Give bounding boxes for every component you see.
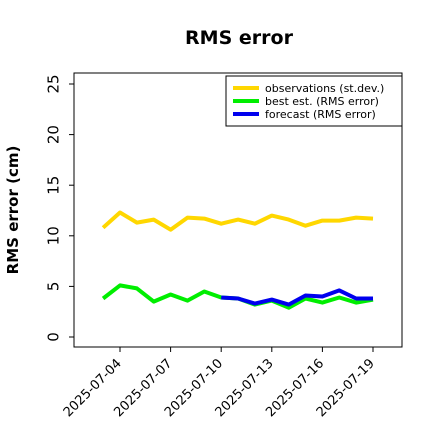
plot-area-frame: [73, 72, 403, 348]
series-line-1: [101, 210, 374, 232]
y-tick-label: 15: [44, 176, 62, 195]
legend-label: forecast (RMS error): [265, 108, 376, 121]
legend-label: best est. (RMS error): [265, 95, 379, 108]
y-tick-label: 25: [44, 74, 62, 93]
legend: observations (st.dev.)best est. (RMS err…: [225, 75, 403, 127]
y-tick-label: 0: [44, 332, 62, 342]
y-tick-label: 20: [44, 125, 62, 144]
y-axis: 0 5 10 15 20 25: [44, 74, 74, 342]
chart-title: RMS error: [185, 27, 294, 49]
y-tick-label: 5: [44, 282, 62, 292]
y-axis-label: RMS error (cm): [4, 146, 22, 275]
series-line-3: [221, 288, 373, 307]
series-lines: [101, 210, 374, 310]
y-tick-label: 10: [44, 226, 62, 245]
legend-label: observations (st.dev.): [265, 82, 384, 95]
x-axis: 2025-07-042025-07-072025-07-102025-07-13…: [61, 347, 378, 420]
